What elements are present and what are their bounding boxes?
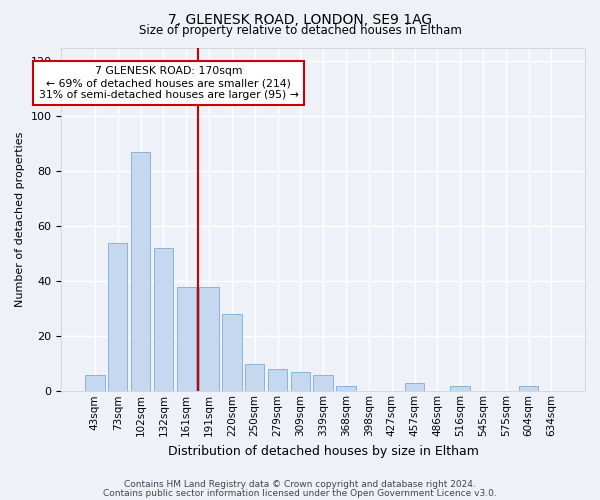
Bar [154,248,173,392]
Bar [222,314,242,392]
X-axis label: Distribution of detached houses by size in Eltham: Distribution of detached houses by size … [168,444,479,458]
Bar [290,372,310,392]
Bar [451,386,470,392]
Text: Contains HM Land Registry data © Crown copyright and database right 2024.: Contains HM Land Registry data © Crown c… [124,480,476,489]
Bar [245,364,265,392]
Text: Size of property relative to detached houses in Eltham: Size of property relative to detached ho… [139,24,461,37]
Y-axis label: Number of detached properties: Number of detached properties [15,132,25,307]
Bar [85,375,104,392]
Bar [199,287,219,392]
Text: Contains public sector information licensed under the Open Government Licence v3: Contains public sector information licen… [103,489,497,498]
Text: 7 GLENESK ROAD: 170sqm
← 69% of detached houses are smaller (214)
31% of semi-de: 7 GLENESK ROAD: 170sqm ← 69% of detached… [39,66,299,100]
Text: 7, GLENESK ROAD, LONDON, SE9 1AG: 7, GLENESK ROAD, LONDON, SE9 1AG [168,12,432,26]
Bar [108,243,127,392]
Bar [268,370,287,392]
Bar [176,287,196,392]
Bar [519,386,538,392]
Bar [131,152,150,392]
Bar [337,386,356,392]
Bar [405,383,424,392]
Bar [313,375,333,392]
